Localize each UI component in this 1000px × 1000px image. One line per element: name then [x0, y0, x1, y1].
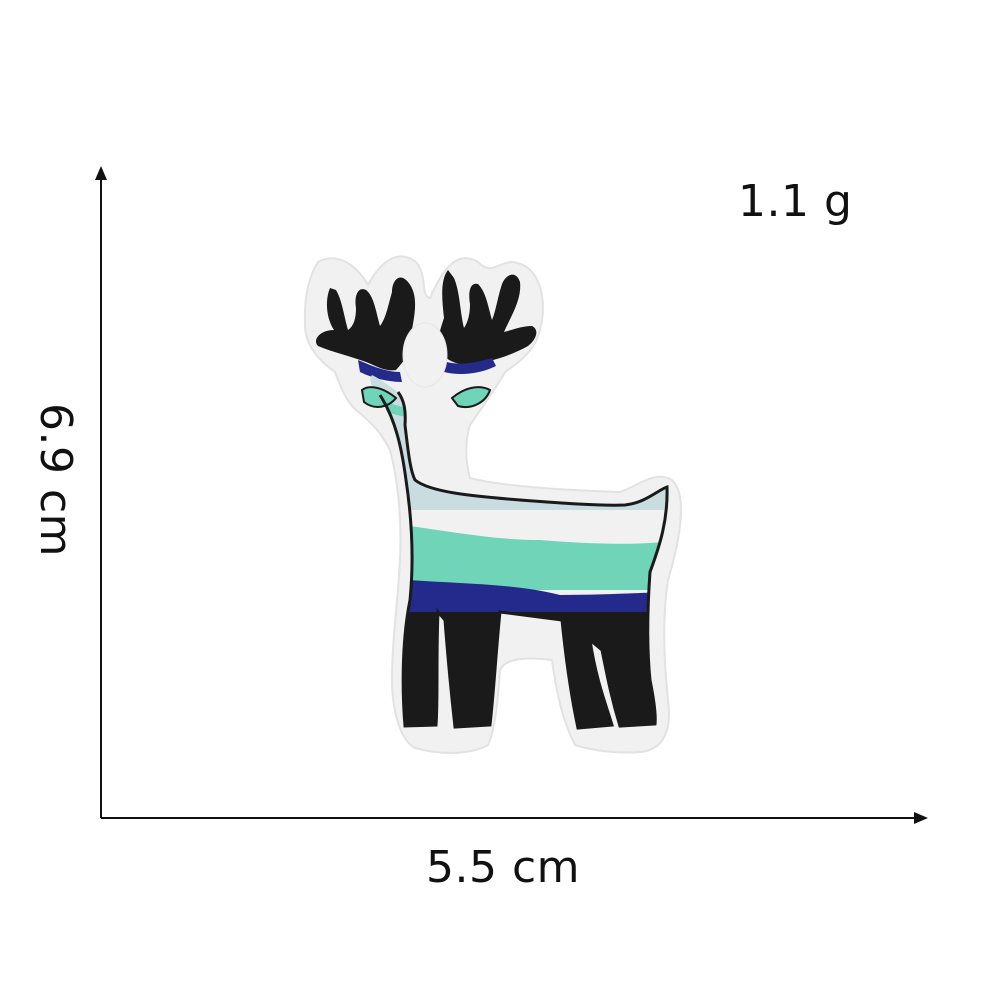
horizontal-axis-arrow: [914, 812, 928, 824]
deer-head: [402, 322, 448, 388]
deer-patch-icon: [303, 255, 682, 754]
antler-base-navy: [358, 358, 496, 382]
dimension-axes: [95, 166, 928, 824]
antlers: [315, 270, 537, 371]
left-ear: [360, 386, 398, 408]
height-label: 6.9 cm: [30, 402, 81, 558]
body-outline: [378, 391, 669, 730]
vertical-axis-arrow: [95, 166, 107, 180]
weight-label: 1.1 g: [738, 176, 853, 227]
right-ear: [450, 386, 492, 408]
width-label: 5.5 cm: [426, 842, 581, 893]
